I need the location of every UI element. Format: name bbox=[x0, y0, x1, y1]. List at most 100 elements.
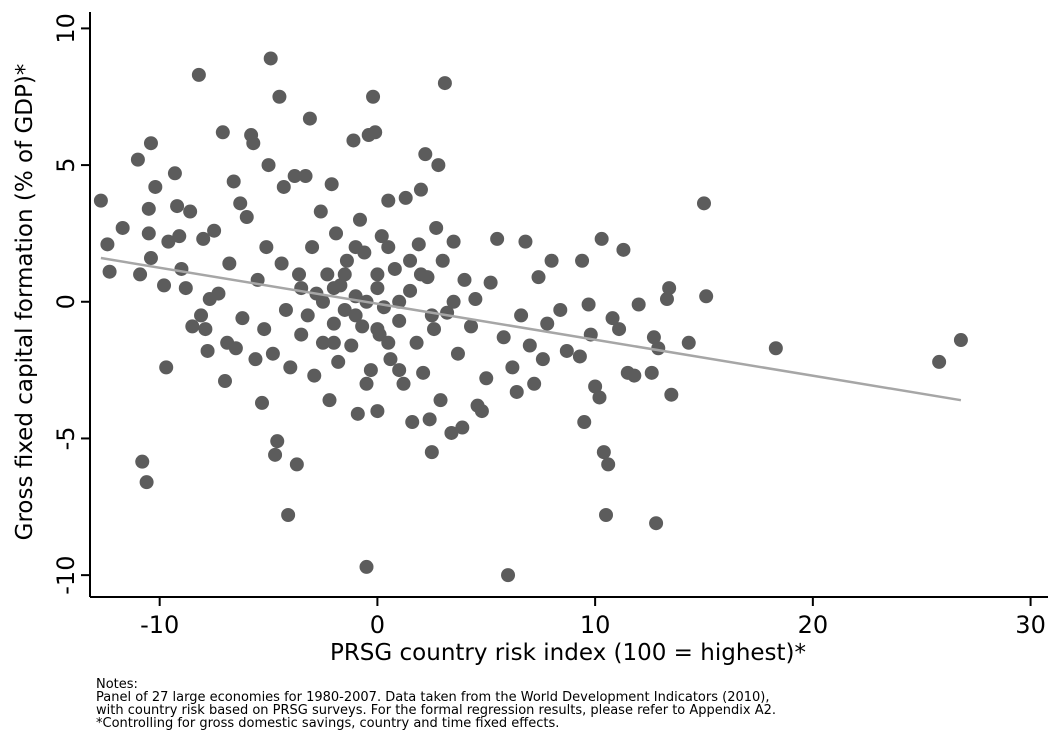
point bbox=[322, 393, 337, 408]
point bbox=[263, 51, 278, 66]
point bbox=[383, 352, 398, 367]
point bbox=[474, 404, 489, 419]
point bbox=[444, 425, 459, 440]
point bbox=[235, 311, 250, 326]
note: Notes: bbox=[96, 677, 138, 692]
point bbox=[664, 387, 679, 402]
point bbox=[350, 406, 365, 421]
point bbox=[496, 330, 511, 345]
y-tick-label: 5 bbox=[52, 157, 80, 172]
note: Panel of 27 large economies for 1980-200… bbox=[96, 690, 770, 705]
point bbox=[409, 335, 424, 350]
point bbox=[289, 457, 304, 472]
point bbox=[387, 261, 402, 276]
point bbox=[424, 308, 439, 323]
note: with country risk based on PRSG surveys.… bbox=[96, 703, 776, 718]
point bbox=[226, 174, 241, 189]
point bbox=[627, 368, 642, 383]
point bbox=[170, 199, 185, 214]
point bbox=[326, 281, 341, 296]
point bbox=[174, 261, 189, 276]
point bbox=[468, 292, 483, 307]
point bbox=[270, 434, 285, 449]
point bbox=[239, 210, 254, 225]
point bbox=[294, 327, 309, 342]
point bbox=[535, 352, 550, 367]
point bbox=[514, 308, 529, 323]
point bbox=[178, 281, 193, 296]
point bbox=[616, 242, 631, 257]
point bbox=[540, 316, 555, 331]
point bbox=[274, 256, 289, 271]
point bbox=[932, 354, 947, 369]
point bbox=[649, 516, 664, 531]
note: *Controlling for gross domestic savings,… bbox=[96, 716, 559, 731]
y-tick-label: 0 bbox=[52, 294, 80, 309]
point bbox=[398, 190, 413, 205]
point bbox=[370, 404, 385, 419]
point bbox=[148, 179, 163, 194]
point bbox=[601, 457, 616, 472]
point bbox=[139, 475, 154, 490]
point bbox=[159, 360, 174, 375]
point bbox=[403, 283, 418, 298]
point bbox=[392, 363, 407, 378]
point bbox=[464, 319, 479, 334]
point bbox=[183, 204, 198, 219]
point bbox=[102, 264, 117, 279]
point bbox=[359, 559, 374, 574]
point bbox=[329, 226, 344, 241]
point bbox=[348, 308, 363, 323]
point bbox=[577, 415, 592, 430]
point bbox=[191, 67, 206, 82]
point bbox=[405, 415, 420, 430]
point bbox=[363, 363, 378, 378]
point bbox=[559, 343, 574, 358]
point bbox=[953, 333, 968, 348]
point bbox=[359, 376, 374, 391]
point bbox=[572, 349, 587, 364]
point bbox=[161, 234, 176, 249]
point bbox=[326, 316, 341, 331]
point bbox=[505, 360, 520, 375]
point bbox=[276, 179, 291, 194]
point bbox=[644, 365, 659, 380]
point bbox=[696, 196, 711, 211]
point bbox=[437, 76, 452, 91]
point bbox=[115, 220, 130, 235]
x-tick-label: 30 bbox=[1015, 611, 1046, 639]
point bbox=[93, 193, 108, 208]
point bbox=[594, 231, 609, 246]
point bbox=[130, 152, 145, 167]
point bbox=[646, 330, 661, 345]
point bbox=[599, 507, 614, 522]
point bbox=[215, 125, 230, 140]
point bbox=[544, 253, 559, 268]
point bbox=[422, 412, 437, 427]
point bbox=[337, 267, 352, 282]
point bbox=[612, 322, 627, 337]
point bbox=[605, 311, 620, 326]
point bbox=[298, 169, 313, 184]
point bbox=[228, 341, 243, 356]
point bbox=[531, 270, 546, 285]
y-tick-label: -5 bbox=[52, 426, 80, 450]
point bbox=[370, 281, 385, 296]
point bbox=[141, 201, 156, 216]
point bbox=[588, 379, 603, 394]
y-tick-label: 10 bbox=[52, 13, 80, 44]
point bbox=[194, 308, 209, 323]
point bbox=[699, 289, 714, 304]
point bbox=[135, 454, 150, 469]
point bbox=[631, 297, 646, 312]
point bbox=[198, 322, 213, 337]
point bbox=[413, 267, 428, 282]
point bbox=[320, 267, 335, 282]
point bbox=[305, 240, 320, 255]
point bbox=[348, 240, 363, 255]
point bbox=[200, 343, 215, 358]
point bbox=[265, 346, 280, 361]
point bbox=[416, 365, 431, 380]
point bbox=[331, 354, 346, 369]
point bbox=[429, 220, 444, 235]
